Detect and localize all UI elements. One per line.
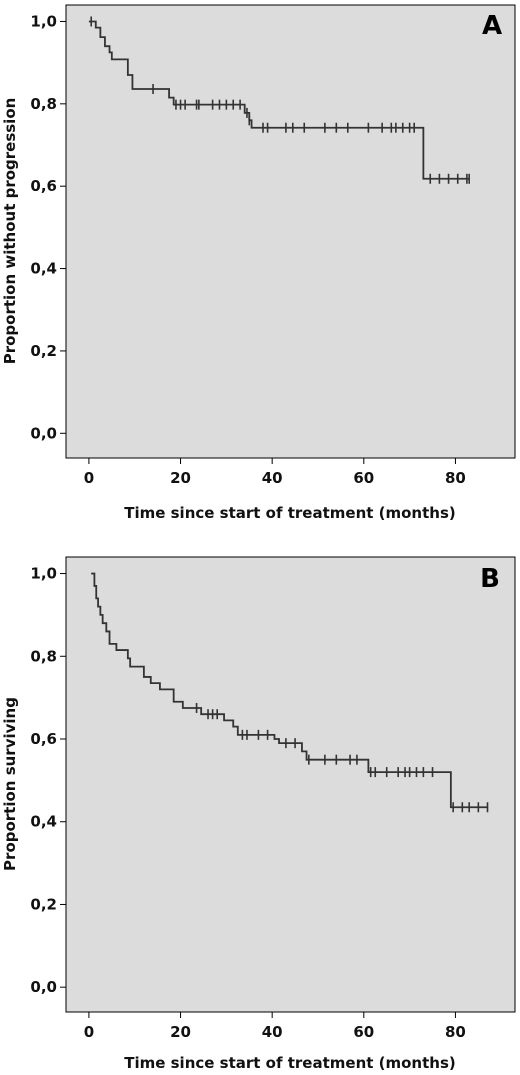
y-axis-title-b: Proportion surviving: [1, 697, 19, 871]
y-ticks-a: 0,0 0,2 0,4 0,6 0,8 1,0: [30, 12, 66, 442]
x-tick-label-a-4: 80: [445, 469, 466, 487]
y-tick-label-b-4: 0,8: [30, 647, 57, 665]
panel-b: 0 20 40 60 80 0,0 0,2 0,4 0,6 0,8 1,0 B Time sinc…: [1, 556, 516, 1072]
panel-a: 0 20 40 60 80 0,0 0,2 0,4 0,6 0,8 1,0 A Time sinc…: [1, 4, 516, 522]
x-axis-title-b: Time since start of treatment (months): [124, 1054, 456, 1072]
panel-label-b: B: [480, 564, 500, 594]
y-tick-label-a-2: 0,4: [30, 260, 57, 278]
y-tick-label-a-5: 1,0: [30, 12, 57, 30]
curve-a: [88, 20, 470, 180]
plot-area-a: [65, 4, 516, 459]
x-tick-label-b-2: 40: [262, 1023, 283, 1041]
x-tick-label-a-0: 0: [84, 469, 94, 487]
y-axis-title-a: Proportion without progression: [1, 98, 19, 365]
y-ticks-b: 0,0 0,2 0,4 0,6 0,8 1,0: [30, 565, 66, 996]
y-tick-label-b-5: 1,0: [30, 565, 57, 583]
x-tick-label-b-3: 60: [353, 1023, 374, 1041]
x-tick-label-b-0: 0: [84, 1023, 94, 1041]
x-axis-title-a: Time since start of treatment (months): [124, 504, 456, 522]
panel-label-a: A: [482, 11, 502, 41]
x-tick-label-b-1: 20: [170, 1023, 191, 1041]
y-tick-label-a-0: 0,0: [30, 424, 57, 442]
x-tick-label-a-1: 20: [170, 469, 191, 487]
curve-b: [91, 572, 488, 809]
x-tick-label-b-4: 80: [445, 1023, 466, 1041]
km-curve-b: [91, 572, 488, 809]
x-tick-label-a-2: 40: [262, 469, 283, 487]
y-tick-label-a-1: 0,2: [30, 342, 57, 360]
y-tick-label-b-2: 0,4: [30, 813, 57, 831]
y-tick-label-a-4: 0,8: [30, 95, 57, 113]
plot-area-b: [65, 556, 516, 1013]
km-curve-a: [88, 20, 470, 180]
x-tick-label-a-3: 60: [353, 469, 374, 487]
x-ticks-a: 0 20 40 60 80: [84, 458, 466, 487]
y-tick-label-b-0: 0,0: [30, 978, 57, 996]
censor-marks-b: [195, 702, 489, 813]
x-ticks-b: 0 20 40 60 80: [84, 1012, 466, 1041]
y-tick-label-a-3: 0,6: [30, 177, 57, 195]
y-tick-label-b-1: 0,2: [30, 895, 57, 913]
censor-marks-a: [90, 16, 470, 184]
y-tick-label-b-3: 0,6: [30, 730, 57, 748]
